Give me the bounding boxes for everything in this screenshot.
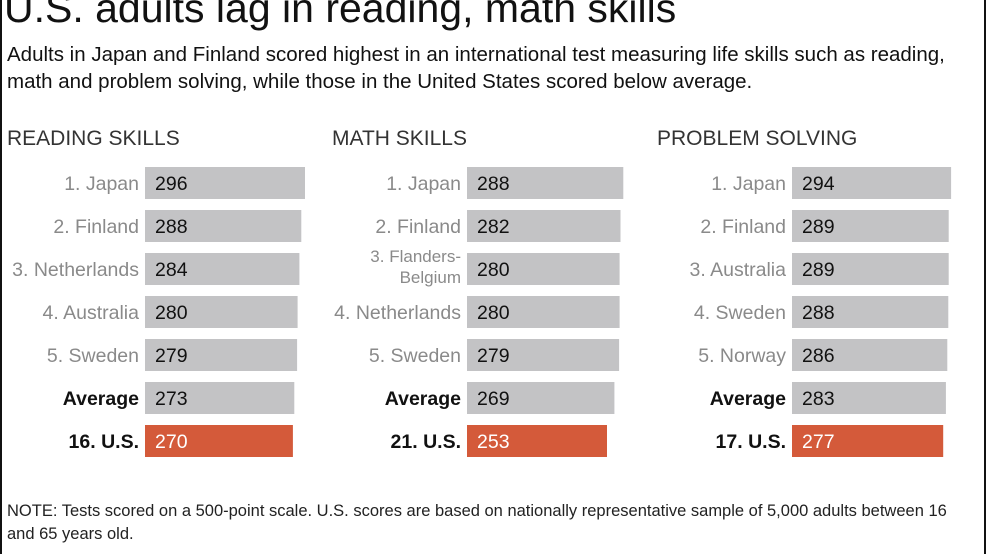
bar-5-sweden — [145, 339, 298, 371]
bar-3-australia — [792, 253, 949, 285]
math-skills-title: MATH SKILLS — [332, 127, 467, 150]
chart-note: NOTE: Tests scored on a 500-point scale.… — [7, 502, 947, 543]
bar-2-finland — [467, 210, 621, 242]
value-label-average: 273 — [155, 388, 188, 410]
value-label-4-sweden: 288 — [802, 302, 835, 324]
bar-4-australia — [145, 296, 298, 328]
frame-right-border — [984, 0, 986, 554]
bar-average — [145, 382, 295, 414]
category-label-1-japan: 1. Japan — [386, 173, 461, 195]
bar-3-netherlands — [145, 253, 300, 285]
bar-2-finland — [792, 210, 949, 242]
chart-subtitle: Adults in Japan and Finland scored highe… — [7, 43, 945, 93]
problem-solving-title: PROBLEM SOLVING — [657, 127, 857, 150]
value-label-2-finland: 289 — [802, 216, 835, 238]
value-label-5-sweden: 279 — [477, 345, 510, 367]
bar-5-sweden — [467, 339, 620, 371]
value-label-5-sweden: 279 — [155, 345, 188, 367]
frame-left-border — [0, 0, 2, 554]
reading-skills-chart: READING SKILLS 296 1. Japan 288 2. Finland 28… — [7, 127, 305, 457]
value-label-1-japan: 294 — [802, 173, 835, 195]
value-label-4-netherlands: 280 — [477, 302, 510, 324]
bar-5-norway — [792, 339, 948, 371]
category-label-average: Average — [63, 388, 139, 410]
value-label-average: 269 — [477, 388, 510, 410]
bar-1-japan — [145, 167, 305, 199]
bar-2-finland — [145, 210, 302, 242]
value-label-21-u-s: 253 — [477, 431, 510, 453]
value-label-1-japan: 288 — [477, 173, 510, 195]
category-label-2-finland: 2. Finland — [700, 216, 786, 238]
value-label-3-australia: 289 — [802, 259, 835, 281]
bar-3-flanders-belgium — [467, 253, 620, 285]
bar-17-u-s — [792, 425, 944, 457]
bar-4-sweden — [792, 296, 949, 328]
value-label-2-finland: 282 — [477, 216, 510, 238]
value-label-16-u-s: 270 — [155, 431, 188, 453]
category-label-average: Average — [710, 388, 786, 410]
category-label-2-finland: 2. Finland — [375, 216, 461, 238]
category-label-5-norway: 5. Norway — [698, 345, 786, 367]
math-skills-chart: MATH SKILLS 288 1. Japan 282 2. Finland 280 3.… — [332, 127, 624, 457]
category-label-average: Average — [385, 388, 461, 410]
category-label-5-sweden: 5. Sweden — [47, 345, 139, 367]
value-label-2-finland: 288 — [155, 216, 188, 238]
category-label-5-sweden: 5. Sweden — [369, 345, 461, 367]
bar-1-japan — [792, 167, 952, 199]
category-label-4-netherlands: 4. Netherlands — [334, 302, 461, 324]
category-label-1-japan: 1. Japan — [64, 173, 139, 195]
bar-16-u-s — [145, 425, 293, 457]
value-label-3-netherlands: 284 — [155, 259, 188, 281]
value-label-3-flanders-belgium: 280 — [477, 259, 510, 281]
category-label-2-finland: 2. Finland — [53, 216, 139, 238]
category-label-3-flanders-belgium: 3. Flanders-Belgium — [370, 247, 461, 287]
bar-1-japan — [467, 167, 624, 199]
chart-title: U.S. adults lag in reading, math skills — [4, 0, 677, 31]
bar-average — [467, 382, 615, 414]
category-label-21-u-s: 21. U.S. — [391, 431, 461, 453]
category-label-3-netherlands: 3. Netherlands — [12, 259, 139, 281]
bar-average — [792, 382, 946, 414]
problem-solving-chart: PROBLEM SOLVING 294 1. Japan 289 2. Finland 2… — [657, 127, 952, 457]
category-label-4-australia: 4. Australia — [43, 302, 140, 324]
value-label-average: 283 — [802, 388, 835, 410]
value-label-5-norway: 286 — [802, 345, 835, 367]
reading-skills-title: READING SKILLS — [7, 127, 180, 150]
category-label-16-u-s: 16. U.S. — [69, 431, 139, 453]
bar-21-u-s — [467, 425, 607, 457]
value-label-4-australia: 280 — [155, 302, 188, 324]
category-label-3-australia: 3. Australia — [690, 259, 787, 281]
category-label-4-sweden: 4. Sweden — [694, 302, 786, 324]
category-label-17-u-s: 17. U.S. — [716, 431, 786, 453]
value-label-17-u-s: 277 — [802, 431, 835, 453]
category-label-1-japan: 1. Japan — [711, 173, 786, 195]
value-label-1-japan: 296 — [155, 173, 188, 195]
bar-4-netherlands — [467, 296, 620, 328]
